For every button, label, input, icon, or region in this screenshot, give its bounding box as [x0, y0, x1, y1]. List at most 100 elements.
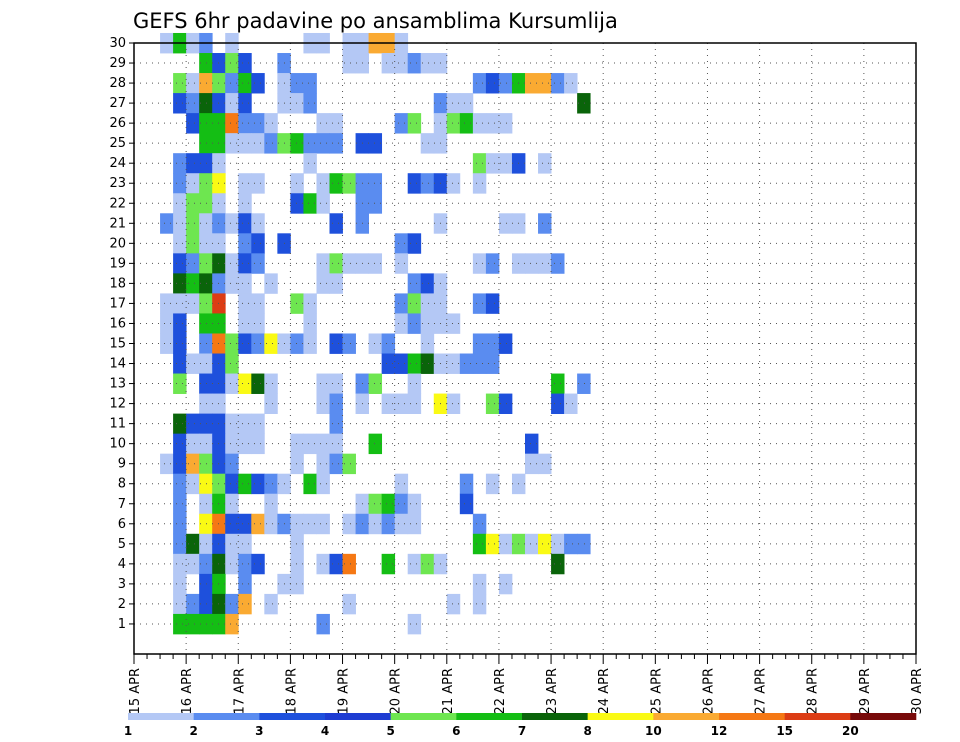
heatmap-cell	[329, 413, 343, 435]
heatmap-cell	[173, 313, 187, 334]
colorbar-segment	[522, 713, 588, 720]
heatmap-cell	[251, 133, 265, 154]
heatmap-cell	[264, 373, 278, 394]
heatmap-cell	[225, 493, 239, 515]
heatmap-cell	[329, 553, 343, 575]
heatmap-cell	[551, 253, 565, 274]
heatmap-cell	[446, 173, 461, 194]
heatmap-cell	[225, 453, 239, 475]
heatmap-cell	[538, 213, 552, 234]
y-axis: 1234567891011121314151617181920212223242…	[109, 36, 134, 632]
heatmap-cell	[186, 273, 200, 294]
heatmap-cell	[199, 153, 213, 174]
y-tick-label: 18	[109, 276, 126, 291]
heatmap-cell	[251, 553, 265, 575]
colorbar-segment	[325, 713, 391, 720]
heatmap-cell	[407, 273, 422, 294]
heatmap-cell	[264, 333, 278, 354]
heatmap-cell	[264, 493, 278, 515]
heatmap-cell	[316, 613, 330, 635]
heatmap-cell	[186, 153, 200, 174]
colorbar-label: 15	[776, 724, 793, 738]
heatmap-cell	[459, 93, 474, 114]
colorbar-label: 4	[321, 724, 329, 738]
y-tick-label: 8	[118, 477, 126, 492]
heatmap-cell	[290, 333, 304, 354]
heatmap-cell	[316, 553, 330, 575]
heatmap-cell	[472, 253, 487, 274]
heatmap-cell	[485, 73, 500, 94]
heatmap-cell	[394, 293, 409, 314]
heatmap-cell	[303, 133, 317, 154]
heatmap-cell	[342, 453, 356, 475]
heatmap-cell	[251, 113, 265, 134]
heatmap-cell	[459, 473, 474, 495]
y-tick-label: 25	[109, 136, 126, 151]
y-tick-label: 11	[109, 417, 126, 432]
heatmap-cell	[160, 313, 174, 334]
heatmap-cell	[238, 373, 252, 394]
heatmap-cell	[316, 253, 330, 274]
heatmap-cell	[420, 293, 435, 314]
heatmap-cell	[186, 413, 200, 435]
heatmap-cell	[186, 173, 200, 194]
heatmap-cell	[303, 333, 317, 354]
heatmap-cell	[173, 433, 187, 455]
x-tick-label: 28 APR	[806, 668, 821, 714]
heatmap-cell	[329, 373, 343, 394]
colorbar-segment	[259, 713, 326, 720]
heatmap-cell	[290, 513, 304, 535]
heatmap-cell	[199, 433, 213, 455]
heatmap-cell	[199, 293, 213, 314]
heatmap-cell	[472, 533, 487, 555]
heatmap-cell	[290, 133, 304, 154]
heatmap-cell	[329, 173, 343, 194]
heatmap-cell	[316, 513, 330, 535]
heatmap-cell	[329, 133, 343, 154]
heatmap-cell	[303, 153, 317, 174]
heatmap-cell	[238, 433, 252, 455]
heatmap-cell	[472, 293, 487, 314]
heatmap-cell	[225, 473, 239, 495]
heatmap-cell	[264, 273, 278, 294]
heatmap-cell	[199, 513, 213, 535]
colorbar-segment	[587, 713, 654, 720]
heatmap-cell	[199, 573, 213, 595]
y-tick-label: 26	[109, 116, 126, 131]
y-tick-label: 3	[118, 577, 126, 592]
heatmap-cell	[238, 293, 252, 314]
heatmap-cell	[472, 573, 487, 595]
heatmap-cell	[173, 273, 187, 294]
heatmap-cell	[225, 353, 239, 374]
heatmap-cell	[173, 613, 187, 635]
heatmap-cell	[303, 473, 317, 495]
x-tick-label: 23 APR	[545, 668, 560, 714]
heatmap-cell	[551, 73, 565, 94]
y-tick-label: 9	[118, 457, 126, 472]
y-tick-label: 13	[109, 377, 126, 392]
heatmap-cell	[173, 293, 187, 314]
y-tick-label: 10	[109, 437, 126, 452]
heatmap-cell	[316, 433, 330, 455]
heatmap-cell	[225, 93, 239, 114]
heatmap-cell	[472, 353, 487, 374]
colorbar-segment	[456, 713, 523, 720]
colorbar-segment	[719, 713, 785, 720]
heatmap-cell	[199, 273, 213, 294]
heatmap-cell	[199, 453, 213, 475]
heatmap-cell	[238, 193, 252, 214]
heatmap-cell	[407, 493, 422, 515]
x-tick-label: 29 APR	[858, 668, 873, 714]
heatmap-cell	[525, 253, 539, 274]
heatmap-cell	[225, 213, 239, 234]
colorbar-segment	[784, 713, 851, 720]
colorbar-segment	[193, 713, 260, 720]
heatmap-cell	[186, 293, 200, 314]
heatmap-cell	[238, 73, 252, 94]
heatmap-cell	[498, 573, 513, 595]
heatmap-cell	[407, 553, 422, 575]
x-tick-label: 30 APR	[910, 668, 925, 714]
y-tick-label: 22	[109, 196, 126, 211]
heatmap-cell	[199, 313, 213, 334]
